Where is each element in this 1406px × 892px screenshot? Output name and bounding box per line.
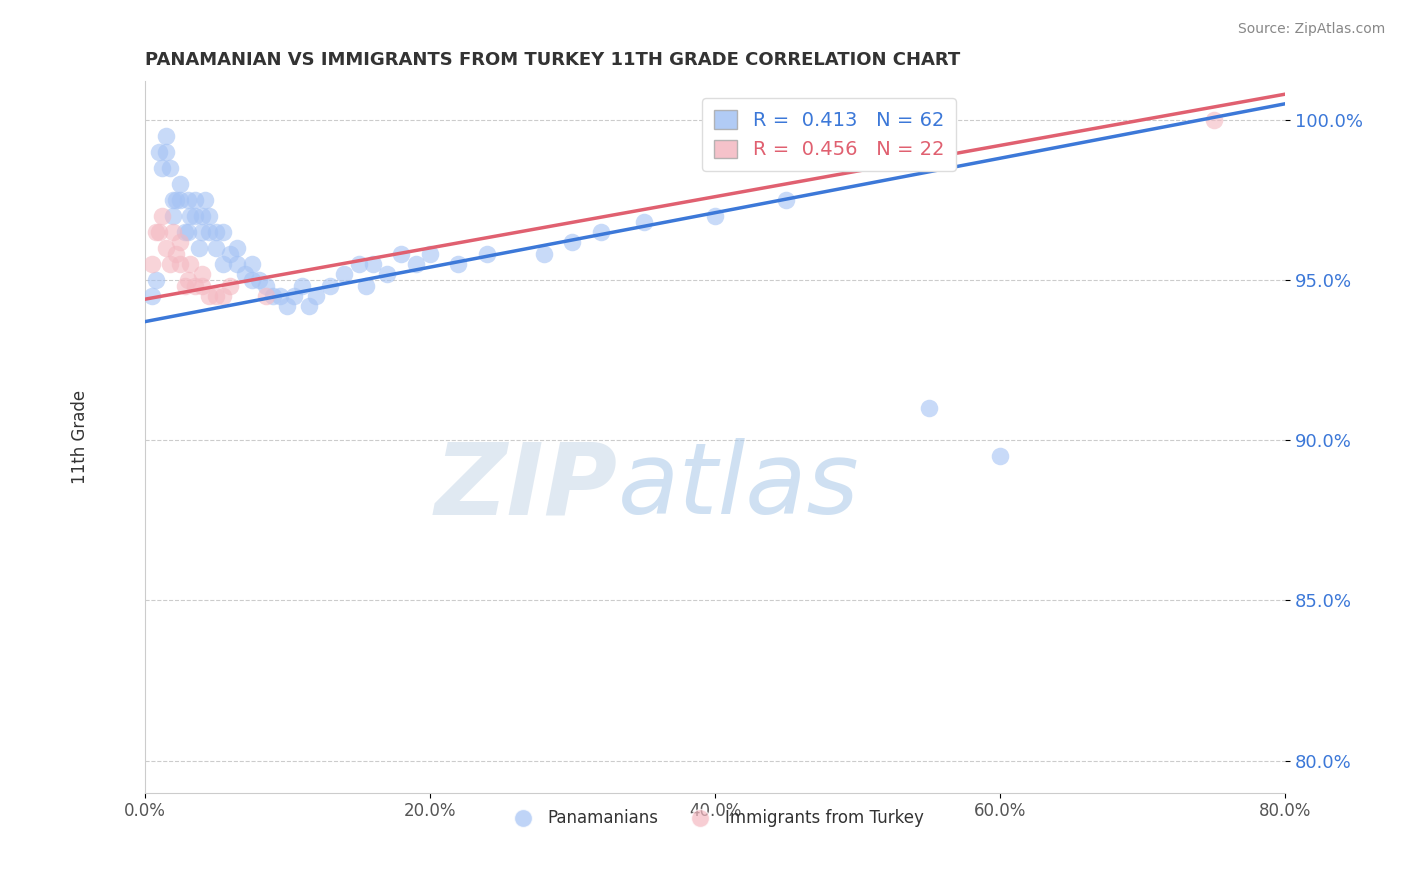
Point: [169, 193, 191, 207]
Point: [148, 145, 170, 159]
Point: [155, 145, 177, 159]
Point: [188, 241, 211, 255]
Text: atlas: atlas: [619, 438, 859, 535]
Point: [183, 193, 205, 207]
Point: [169, 235, 191, 249]
Y-axis label: 11th Grade: 11th Grade: [72, 390, 89, 484]
Point: [150, 209, 173, 223]
Point: [155, 241, 177, 255]
Point: [159, 161, 181, 175]
Point: [361, 257, 384, 271]
Point: [704, 209, 727, 223]
Point: [198, 289, 221, 303]
Point: [155, 128, 177, 143]
Point: [205, 241, 228, 255]
Point: [198, 209, 221, 223]
Legend: Panamanians, Immigrants from Turkey: Panamanians, Immigrants from Turkey: [499, 803, 931, 834]
Point: [176, 225, 198, 239]
Point: [561, 235, 583, 249]
Point: [918, 401, 941, 416]
Point: [162, 225, 184, 239]
Point: [191, 209, 214, 223]
Point: [419, 247, 441, 261]
Point: [150, 161, 173, 175]
Point: [347, 257, 370, 271]
Point: [405, 257, 427, 271]
Point: [305, 289, 328, 303]
Point: [240, 257, 263, 271]
Point: [145, 273, 167, 287]
Text: Source: ZipAtlas.com: Source: ZipAtlas.com: [1237, 22, 1385, 37]
Point: [183, 209, 205, 223]
Point: [375, 267, 398, 281]
Point: [775, 193, 797, 207]
Point: [447, 257, 470, 271]
Point: [212, 289, 235, 303]
Point: [226, 257, 249, 271]
Point: [988, 449, 1011, 463]
Point: [141, 257, 163, 271]
Point: [247, 273, 270, 287]
Point: [276, 299, 298, 313]
Point: [205, 225, 228, 239]
Point: [198, 225, 221, 239]
Point: [162, 193, 184, 207]
Point: [176, 193, 198, 207]
Point: [191, 225, 214, 239]
Point: [262, 289, 284, 303]
Point: [298, 299, 321, 313]
Point: [226, 241, 249, 255]
Point: [191, 267, 214, 281]
Point: [254, 289, 277, 303]
Point: [141, 289, 163, 303]
Point: [219, 247, 242, 261]
Point: [205, 289, 228, 303]
Point: [475, 247, 498, 261]
Point: [173, 279, 195, 293]
Point: [589, 225, 612, 239]
Point: [283, 289, 305, 303]
Point: [165, 247, 187, 261]
Point: [179, 209, 201, 223]
Point: [389, 247, 412, 261]
Point: [159, 257, 181, 271]
Point: [291, 279, 314, 293]
Point: [169, 257, 191, 271]
Point: [269, 289, 291, 303]
Point: [212, 225, 235, 239]
Point: [183, 279, 205, 293]
Point: [333, 267, 356, 281]
Point: [191, 279, 214, 293]
Point: [319, 279, 342, 293]
Point: [145, 225, 167, 239]
Point: [633, 215, 655, 229]
Text: ZIP: ZIP: [434, 438, 619, 535]
Point: [162, 209, 184, 223]
Point: [533, 247, 555, 261]
Point: [254, 279, 277, 293]
Point: [173, 225, 195, 239]
Point: [212, 257, 235, 271]
Point: [233, 267, 256, 281]
Point: [219, 279, 242, 293]
Point: [194, 193, 217, 207]
Point: [354, 279, 377, 293]
Text: PANAMANIAN VS IMMIGRANTS FROM TURKEY 11TH GRADE CORRELATION CHART: PANAMANIAN VS IMMIGRANTS FROM TURKEY 11T…: [145, 51, 960, 69]
Point: [165, 193, 187, 207]
Point: [148, 225, 170, 239]
Point: [176, 273, 198, 287]
Point: [169, 177, 191, 191]
Point: [179, 257, 201, 271]
Point: [240, 273, 263, 287]
Point: [1202, 112, 1225, 127]
